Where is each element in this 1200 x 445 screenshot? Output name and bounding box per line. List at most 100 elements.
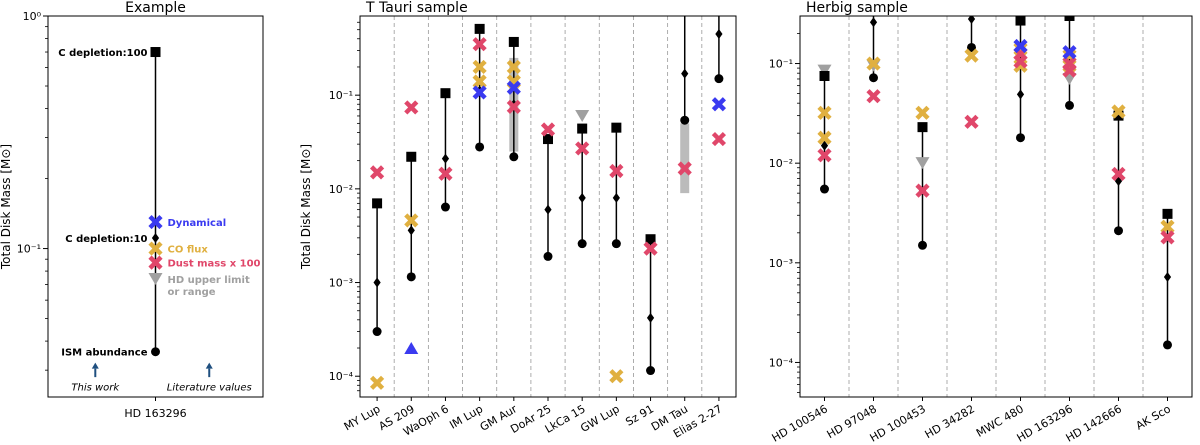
c-depletion-100-marker xyxy=(645,234,656,245)
c-depletion-10-marker xyxy=(820,140,829,151)
dynamical-mass-marker-stroke-b xyxy=(1013,38,1028,54)
c-depletion-10-marker xyxy=(407,225,415,236)
c-depletion-100-marker xyxy=(474,23,485,34)
x-tick-label: HD 163296 xyxy=(124,407,186,420)
dust-mass-marker xyxy=(438,166,453,181)
x-tick-label: GW Lup xyxy=(578,402,622,435)
dust-mass-marker xyxy=(677,161,692,176)
y-tick-label: 10⁻² xyxy=(329,183,353,196)
co-flux-marker-stroke-b xyxy=(964,48,979,63)
dust-mass-marker xyxy=(1160,230,1175,245)
ism-abundance-marker xyxy=(1114,226,1123,236)
co-flux-marker xyxy=(915,105,930,120)
dust-mass-marker-stroke-b xyxy=(575,141,590,156)
c-depletion-100-marker xyxy=(1162,208,1173,219)
co-flux-marker-stroke-b xyxy=(866,56,881,71)
ism-abundance-marker xyxy=(967,42,976,52)
c-depletion-100-marker xyxy=(440,88,451,99)
dynamical-mass-marker-stroke-b xyxy=(472,85,487,100)
dust-mass-marker xyxy=(866,89,881,104)
legend-label-right: Dust mass x 100 xyxy=(168,259,261,270)
co-flux-marker xyxy=(472,74,487,89)
dust-mass-marker xyxy=(643,241,658,256)
dust-mass-marker-stroke-b xyxy=(369,165,385,180)
co-flux-marker-stroke-b xyxy=(1160,219,1175,234)
y-tick-label: 10⁻² xyxy=(769,157,793,170)
dynamical-mass-marker xyxy=(472,85,487,100)
y-tick-label: 10⁻³ xyxy=(769,257,793,270)
dust-mass-marker xyxy=(404,100,419,115)
example-marker-square xyxy=(150,47,161,58)
dust-mass-marker-stroke-b xyxy=(1013,54,1028,69)
dust-mass-marker-stroke-b xyxy=(506,99,521,114)
co-flux-marker xyxy=(1111,104,1126,119)
annotation-text: This work xyxy=(71,383,120,394)
panel-title: Example xyxy=(125,0,186,16)
dust-mass-marker xyxy=(817,148,832,163)
dust-mass-marker xyxy=(964,114,979,129)
dynamical-mass-marker-stroke-b xyxy=(506,80,521,95)
dust-mass-marker xyxy=(915,183,930,198)
ism-abundance-marker xyxy=(820,184,829,194)
panel-frame xyxy=(47,15,264,398)
co-flux-marker-stroke-b xyxy=(472,74,487,89)
example-marker-diamond xyxy=(151,233,160,244)
c-depletion-10-marker xyxy=(1114,176,1123,187)
c-depletion-10-marker xyxy=(869,17,878,28)
x-tick-label: HD 100546 xyxy=(770,402,830,444)
plot-area xyxy=(148,47,163,357)
c-depletion-10-marker xyxy=(1163,272,1172,283)
ism-abundance-marker xyxy=(1163,340,1172,350)
x-tick-label: AK Sco xyxy=(1134,402,1174,432)
ism-abundance-marker xyxy=(475,142,485,152)
co-flux-marker xyxy=(609,369,624,384)
dust-mass-marker-stroke-b xyxy=(472,37,487,52)
c-depletion-100-marker xyxy=(406,151,417,162)
co-flux-marker xyxy=(404,213,419,228)
dynamical-mass-marker xyxy=(1013,38,1028,54)
dust-mass-marker xyxy=(540,122,556,137)
dynamical-mass-marker xyxy=(1062,45,1077,60)
c-depletion-10-marker xyxy=(578,192,586,203)
dust-mass-marker-stroke-b xyxy=(404,100,419,115)
x-tick-label: HD 100453 xyxy=(868,402,928,444)
y-axis-label: Total Disk Mass [M⊙] xyxy=(299,144,313,270)
legend-label-left: C depletion:10 xyxy=(65,234,147,245)
ism-abundance-marker xyxy=(869,73,878,83)
co-flux-marker xyxy=(817,105,832,120)
dust-mass-marker xyxy=(472,37,487,52)
x-tick-label: HD 142666 xyxy=(1064,402,1124,444)
c-depletion-100-marker xyxy=(1113,110,1124,121)
dust-mass-marker-stroke-b xyxy=(540,122,556,137)
co-flux-marker-stroke-b xyxy=(817,105,832,120)
ism-abundance-marker xyxy=(543,251,553,261)
dynamical-mass-marker xyxy=(506,80,521,95)
example-marker-x xyxy=(148,214,163,230)
dust-mass-marker-stroke-b xyxy=(866,89,881,104)
y-axis-label: Total Disk Mass [M⊙] xyxy=(0,144,13,270)
y-tick-label: 10⁻¹ xyxy=(329,89,353,102)
example-marker-x xyxy=(148,241,163,256)
annotation-text: Literature values xyxy=(167,383,252,394)
c-depletion-10-marker xyxy=(681,68,689,79)
dust-mass-marker-stroke-b xyxy=(1111,166,1126,182)
ism-abundance-marker xyxy=(440,202,450,212)
y-tick-label: 10⁻³ xyxy=(329,277,353,290)
dust-mass-marker-stroke-b xyxy=(438,166,453,181)
dust-mass-marker xyxy=(1111,166,1126,182)
ism-abundance-marker xyxy=(646,366,656,376)
dust-mass-marker-stroke-b xyxy=(643,241,658,256)
dust-mass-marker-stroke-b xyxy=(1160,230,1175,245)
example-marker-tri_down xyxy=(148,272,163,285)
dynamical-mass-marker-stroke-b xyxy=(711,97,727,112)
c-depletion-100-marker xyxy=(543,134,553,145)
legend-label-left: C depletion:100 xyxy=(58,48,147,59)
co-flux-marker xyxy=(506,59,521,75)
dust-mass-marker xyxy=(369,165,385,180)
dust-mass-marker-stroke-b xyxy=(609,163,624,179)
c-depletion-10-marker xyxy=(1065,54,1074,65)
c-depletion-10-marker xyxy=(715,28,723,39)
co-flux-marker-stroke-b xyxy=(506,59,521,75)
dust-mass-marker xyxy=(1062,63,1077,78)
c-depletion-100-marker xyxy=(1064,16,1075,21)
